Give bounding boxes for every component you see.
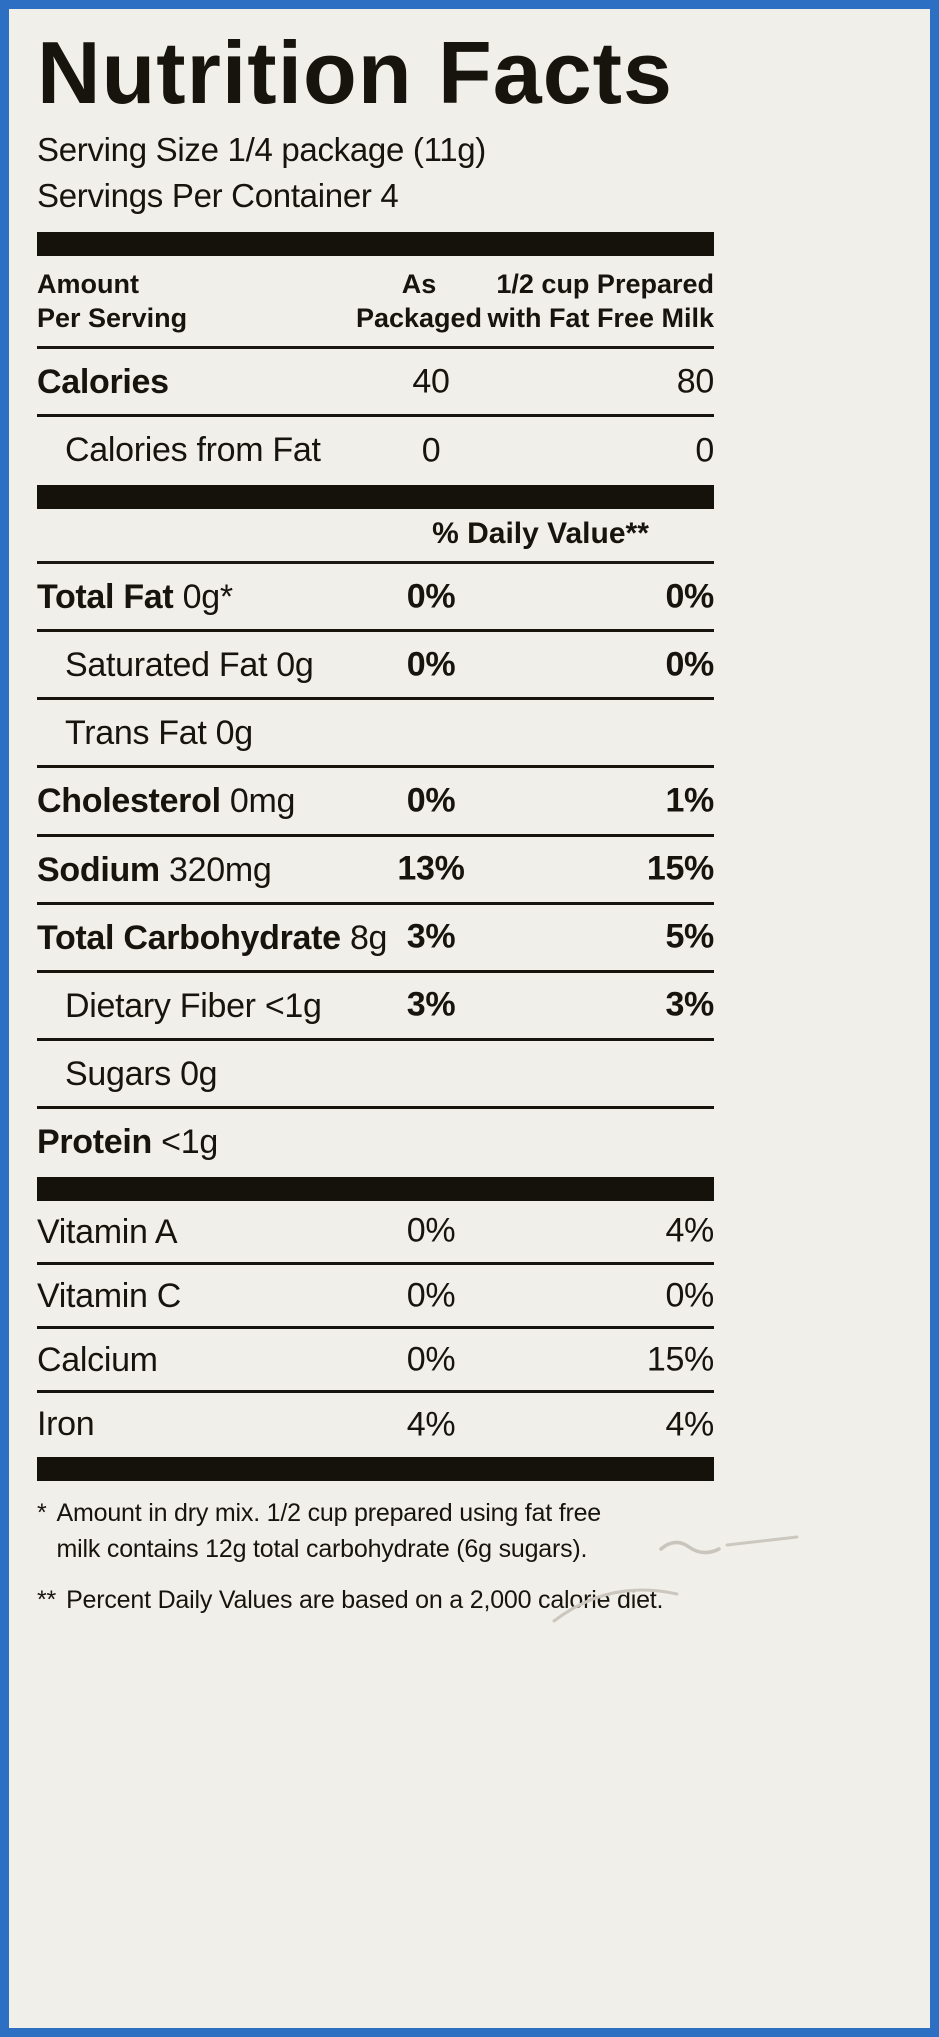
daily-value-header-row: % Daily Value** xyxy=(37,509,714,565)
row-trans-fat: Trans Fat 0g xyxy=(37,700,714,769)
nutrient-name: Cholesterol 0mg xyxy=(37,782,296,821)
nutrient-name: Total Fat 0g* xyxy=(37,578,233,617)
row-total-fat: Total Fat 0g* 0% 0% xyxy=(37,564,714,633)
prepared-value: 0% xyxy=(665,1276,714,1314)
nutrient-name: Sodium 320mg xyxy=(37,850,272,889)
row-vitamin-c: Vitamin C 0% 0% xyxy=(37,1265,714,1330)
daily-value-label: % Daily Value** xyxy=(432,517,649,551)
as-packaged-value: 0% xyxy=(406,577,456,616)
nutrient-name: Calories xyxy=(37,363,169,402)
prepared-value: 0% xyxy=(665,577,714,616)
packaged-header-line1: As xyxy=(401,269,437,300)
nutrient-name: Calories from Fat xyxy=(65,431,321,470)
prepared-value: 15% xyxy=(646,1340,714,1379)
column-header-row: Amount Per Serving As Packaged 1/2 cup P… xyxy=(37,256,714,350)
nutrient-name: Calcium xyxy=(37,1341,158,1380)
as-packaged-value: 0% xyxy=(406,1340,456,1379)
row-sodium: Sodium 320mg 13% 15% xyxy=(37,837,714,905)
footnote-text: Amount in dry mix. 1/2 cup prepared usin… xyxy=(56,1499,602,1564)
as-packaged-value: 3% xyxy=(406,917,456,956)
as-packaged-value: 0% xyxy=(406,1276,456,1314)
footnotes: * Amount in dry mix. 1/2 cup prepared us… xyxy=(37,1481,714,1618)
prepared-value: 4% xyxy=(665,1211,714,1250)
as-packaged-value: 3% xyxy=(406,985,456,1024)
nutrition-label: Nutrition Facts Serving Size 1/4 package… xyxy=(37,25,714,1632)
nutrient-name: Total Carbohydrate 8g xyxy=(37,918,388,957)
prepared-value: 5% xyxy=(665,917,714,956)
spacer xyxy=(37,218,714,232)
footnote-daily-values: ** Percent Daily Values are based on a 2… xyxy=(37,1582,714,1618)
as-packaged-header: As Packaged xyxy=(325,268,513,336)
nutrient-name: Saturated Fat 0g xyxy=(65,646,314,685)
nutrient-name: Vitamin A xyxy=(37,1212,178,1251)
servings-per-container: Servings Per Container 4 xyxy=(37,176,399,214)
vitamin-section: Vitamin A 0% 4% Vitamin C 0% 0% Calcium 0% 15% Ir… xyxy=(37,1201,714,1457)
prepared-value: 0% xyxy=(665,645,714,684)
serving-size: Serving Size 1/4 package (11g) xyxy=(37,131,486,168)
footnote-text: Percent Daily Values are based on a 2,00… xyxy=(66,1585,664,1614)
row-calories: Calories 40 80 xyxy=(37,349,715,418)
as-packaged-value: 0% xyxy=(406,645,456,684)
amount-per-serving-header: Amount Per Serving xyxy=(37,268,714,336)
prepared-value: 1% xyxy=(665,781,714,820)
nutrient-name: Dietary Fiber <1g xyxy=(65,986,322,1025)
prepared-value: 15% xyxy=(646,849,714,888)
prepared-header-line1: 1/2 cup Prepared xyxy=(496,269,714,300)
prepared-value: 80 xyxy=(676,362,715,401)
section-divider-bar xyxy=(37,232,714,257)
prepared-value: 0 xyxy=(695,431,714,470)
nutrient-name: Protein <1g xyxy=(37,1122,218,1161)
row-total-carbohydrate: Total Carbohydrate 8g 3% 5% xyxy=(37,905,714,973)
prepared-header-line2: with Fat Free Milk xyxy=(487,302,714,333)
row-saturated-fat: Saturated Fat 0g 0% 0% xyxy=(37,632,714,701)
row-sugars: Sugars 0g xyxy=(37,1041,714,1109)
nutrient-section: Total Fat 0g* 0% 0% Saturated Fat 0g 0% 0% Tra… xyxy=(37,564,714,1177)
row-iron: Iron 4% 4% xyxy=(37,1393,714,1457)
prepared-value: 3% xyxy=(665,985,714,1024)
amount-header-line2: Per Serving xyxy=(37,302,188,333)
as-packaged-value: 40 xyxy=(412,362,450,401)
amount-header-line1: Amount xyxy=(37,269,139,300)
as-packaged-value: 0 xyxy=(421,431,441,470)
section-divider-bar xyxy=(37,485,714,510)
calories-section: Calories 40 80 Calories from Fat 0 0 xyxy=(37,349,714,485)
nutrient-name: Sugars 0g xyxy=(65,1054,218,1093)
row-protein: Protein <1g xyxy=(37,1109,714,1177)
section-divider-bar xyxy=(37,1176,714,1201)
footnote-marker: ** xyxy=(37,1585,57,1614)
as-packaged-value: 4% xyxy=(406,1405,456,1444)
packaged-header-line2: Packaged xyxy=(355,302,483,333)
row-dietary-fiber: Dietary Fiber <1g 3% 3% xyxy=(37,973,714,1041)
page-title: Nutrition Facts xyxy=(37,23,673,122)
prepared-value: 4% xyxy=(665,1405,714,1444)
nutrient-name: Iron xyxy=(37,1405,95,1444)
as-packaged-value: 0% xyxy=(406,781,456,820)
row-calcium: Calcium 0% 15% xyxy=(37,1329,714,1394)
as-packaged-value: 13% xyxy=(397,849,465,888)
nutrient-name: Vitamin C xyxy=(37,1277,182,1315)
row-cholesterol: Cholesterol 0mg 0% 1% xyxy=(37,768,714,837)
nutrient-name: Trans Fat 0g xyxy=(65,714,253,753)
prepared-header: 1/2 cup Prepared with Fat Free Milk xyxy=(394,268,714,336)
footnote-dry-mix: * Amount in dry mix. 1/2 cup prepared us… xyxy=(37,1495,714,1568)
as-packaged-value: 0% xyxy=(406,1211,456,1250)
section-divider-bar xyxy=(37,1457,714,1482)
row-vitamin-a: Vitamin A 0% 4% xyxy=(37,1201,714,1265)
row-calories-from-fat: Calories from Fat 0 0 xyxy=(37,417,714,485)
footnote-marker: * xyxy=(37,1499,47,1528)
